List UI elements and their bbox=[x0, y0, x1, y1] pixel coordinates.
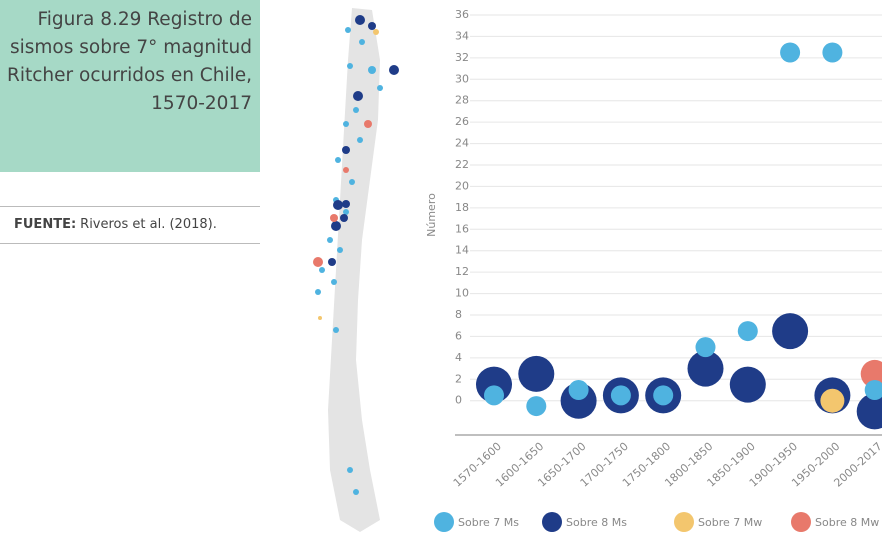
legend-marker bbox=[434, 512, 454, 532]
y-tick-label: 22 bbox=[455, 158, 469, 171]
bubble bbox=[737, 321, 758, 342]
legend-label: Sobre 8 Ms bbox=[566, 516, 627, 529]
bubble bbox=[568, 380, 589, 400]
bubble bbox=[518, 355, 555, 392]
y-tick-label: 8 bbox=[455, 308, 462, 321]
y-tick-label: 34 bbox=[455, 29, 469, 42]
y-tick-label: 6 bbox=[455, 329, 462, 342]
bubble bbox=[820, 388, 845, 413]
bubble bbox=[780, 42, 801, 63]
y-tick-label: 28 bbox=[455, 94, 469, 107]
legend-label: Sobre 8 Mw bbox=[815, 516, 879, 529]
bubble bbox=[687, 350, 724, 387]
bubble bbox=[864, 380, 882, 400]
bubble bbox=[610, 385, 631, 406]
y-tick-label: 4 bbox=[455, 351, 462, 364]
bubble bbox=[653, 385, 674, 406]
y-tick-label: 0 bbox=[455, 394, 462, 407]
y-tick-label: 16 bbox=[455, 222, 469, 235]
y-tick-label: 30 bbox=[455, 72, 469, 85]
y-tick-label: 18 bbox=[455, 201, 469, 214]
bubble bbox=[729, 366, 766, 403]
legend-label: Sobre 7 Mw bbox=[698, 516, 762, 529]
y-axis-label: Número bbox=[425, 193, 438, 237]
bubble bbox=[822, 42, 843, 63]
y-tick-label: 36 bbox=[455, 8, 469, 21]
bubble bbox=[526, 396, 547, 417]
y-tick-label: 24 bbox=[455, 137, 469, 150]
bubble bbox=[856, 393, 882, 430]
y-tick-label: 10 bbox=[455, 287, 469, 300]
legend-label: Sobre 7 Ms bbox=[458, 516, 519, 529]
source-text: Riveros et al. (2018). bbox=[80, 217, 217, 232]
y-tick-label: 12 bbox=[455, 265, 469, 278]
legend-marker bbox=[674, 512, 694, 532]
figure-caption: Figura 8.29 Registro de sismos sobre 7° … bbox=[0, 0, 260, 172]
map bbox=[313, 8, 399, 532]
bubble bbox=[695, 337, 716, 358]
y-tick-label: 26 bbox=[455, 115, 469, 128]
bubble bbox=[772, 313, 809, 350]
bubble bbox=[484, 385, 504, 406]
legend-marker bbox=[791, 512, 811, 532]
source-label: FUENTE: bbox=[14, 217, 77, 232]
source: FUENTE: Riveros et al. (2018). bbox=[0, 206, 260, 244]
y-tick-label: 32 bbox=[455, 51, 469, 64]
legend-marker bbox=[542, 512, 562, 532]
y-tick-label: 20 bbox=[455, 179, 469, 192]
y-tick-label: 2 bbox=[455, 372, 462, 385]
y-tick-label: 14 bbox=[455, 244, 469, 257]
